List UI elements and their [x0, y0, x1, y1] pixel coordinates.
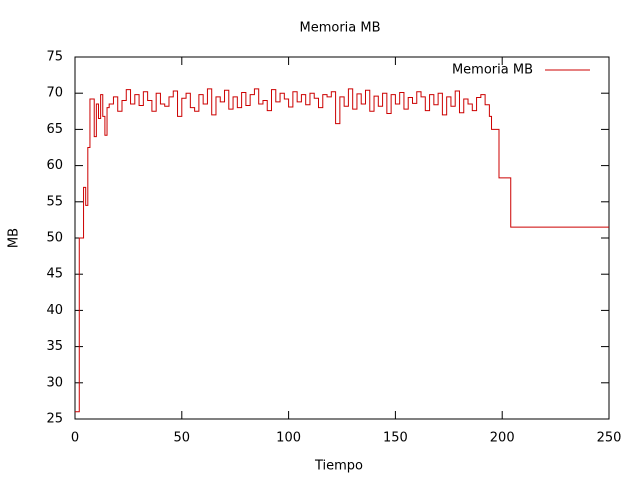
x-axis-label: Tiempo: [314, 459, 363, 474]
x-tick-label: 0: [71, 431, 79, 446]
y-tick-label: 70: [46, 86, 63, 101]
y-tick-label: 45: [46, 267, 63, 282]
x-tick-label: 250: [597, 431, 622, 446]
y-tick-label: 60: [46, 158, 63, 173]
x-tick-label: 50: [174, 431, 191, 446]
y-axis-label: MB: [7, 228, 22, 248]
data-line: [75, 88, 609, 413]
y-tick-label: 35: [46, 339, 63, 354]
y-tick-label: 55: [46, 194, 63, 209]
chart-title: Memoria MB: [299, 21, 380, 36]
y-tick-label: 50: [46, 231, 63, 246]
legend-label: Memoria MB: [452, 63, 533, 78]
y-tick-label: 65: [46, 122, 63, 137]
x-tick-label: 100: [276, 431, 301, 446]
x-tick-label: 150: [383, 431, 408, 446]
x-tick-label: 200: [490, 431, 515, 446]
y-tick-label: 30: [46, 375, 63, 390]
y-tick-label: 75: [46, 50, 63, 65]
y-tick-label: 25: [46, 412, 63, 427]
y-tick-label: 40: [46, 303, 63, 318]
